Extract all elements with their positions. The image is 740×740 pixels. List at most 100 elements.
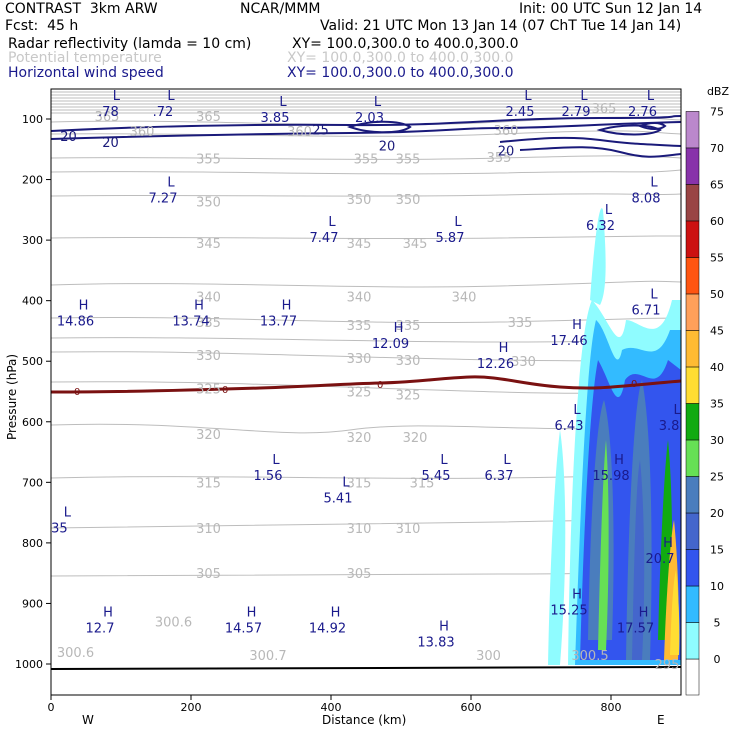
y-axis-title: Pressure (hPa) — [5, 354, 19, 440]
theta-label: 300.6 — [57, 646, 94, 661]
colorbar-swatch — [685, 293, 700, 331]
extremum-kind: L — [440, 453, 448, 468]
wind-label: 20 — [60, 130, 77, 145]
plot-frame — [50, 88, 682, 696]
colorbar-label: 25 — [710, 470, 724, 483]
theta-label: 360 — [130, 125, 155, 140]
colorbar-swatch — [685, 549, 700, 587]
theta-label: 305 — [347, 567, 372, 582]
extremum-kind: L — [580, 89, 588, 104]
colorbar-label: 30 — [710, 434, 724, 447]
wind-labels: 20 20 25 20 20 — [60, 123, 514, 159]
extremum-value: 3.85 — [261, 111, 290, 126]
x-tick-label: 400 — [321, 701, 342, 714]
colorbar-label: 40 — [710, 361, 724, 374]
extremum-value: 12.26 — [477, 357, 514, 372]
colorbar-label: 70 — [710, 142, 724, 155]
theta-label: 345 — [347, 237, 372, 252]
extremum-value: 6.71 — [632, 304, 661, 319]
y-tick-label: 300 — [22, 234, 43, 247]
theta-label: 365 — [196, 110, 221, 125]
theta-label: 300.6 — [155, 616, 192, 631]
field-1-name: Radar reflectivity (lamda = 10 cm) — [8, 36, 252, 52]
colorbar-swatch — [685, 476, 700, 514]
colorbar-swatch — [685, 220, 700, 258]
extremum-kind: L — [524, 89, 532, 104]
freezing-level-line — [51, 375, 681, 394]
theta-label: 305 — [196, 567, 221, 582]
extremum-value: .72 — [153, 105, 174, 120]
theta-label: 325 — [347, 386, 372, 401]
freezing-label-2: 0 — [222, 385, 228, 396]
theta-label: 340 — [347, 290, 372, 305]
theta-label: 345 — [196, 237, 221, 252]
extremum-value: 2.76 — [628, 105, 657, 120]
extremum-kind: L — [374, 95, 382, 110]
colorbar-swatch — [685, 147, 700, 185]
extremum-kind: L — [647, 89, 655, 104]
colorbar-label: 65 — [710, 178, 724, 191]
theta-label: 340 — [196, 290, 221, 305]
extremum-value: 12.7 — [86, 622, 115, 637]
colorbar-label: 75 — [710, 105, 724, 118]
extremum-value: 14.92 — [309, 622, 346, 637]
x-axis-title: Distance (km) — [322, 713, 406, 727]
extremum-kind: L — [167, 89, 175, 104]
extremum-value: 20.7 — [646, 552, 675, 567]
extremum-kind: H — [282, 299, 292, 314]
theta-label: 350 — [396, 193, 421, 208]
extremum-kind: H — [394, 321, 404, 336]
extremum-value: 6.43 — [555, 419, 584, 434]
theta-label: 315 — [347, 476, 372, 491]
y-tick-label: 500 — [22, 355, 43, 368]
extremum-kind: L — [113, 89, 121, 104]
wind-isolines — [51, 115, 681, 158]
colorbar-label: 35 — [710, 397, 724, 410]
colorbar-label: 20 — [710, 507, 724, 520]
extremum-kind: L — [328, 215, 336, 230]
theta-label: 360 — [287, 125, 312, 140]
freezing-label-3: 0 — [377, 380, 383, 391]
y-tick-label: 800 — [22, 537, 43, 550]
extremum-value: 2.45 — [506, 105, 535, 120]
theta-label: 310 — [347, 522, 372, 537]
extremum-kind: L — [503, 453, 511, 468]
extremum-kind: H — [499, 341, 509, 356]
wind-label: 25 — [312, 123, 329, 138]
west-label: W — [82, 713, 94, 727]
extremum-value: 17.46 — [550, 334, 587, 349]
extremum-kind: H — [439, 620, 449, 635]
extremum-value: 5.87 — [436, 231, 465, 246]
colorbar-label: 45 — [710, 324, 724, 337]
theta-label: 350 — [347, 193, 372, 208]
y-axis: 100 200 300 400 500 600 700 800 900 1000 — [15, 113, 51, 671]
theta-label: 350 — [196, 195, 221, 210]
colorbar-swatch — [685, 184, 700, 222]
extremum-value: 15.25 — [550, 603, 587, 618]
field-1-xy: XY= 100.0,300.0 to 400.0,300.0 — [292, 36, 519, 52]
extremum-kind: L — [650, 288, 658, 303]
theta-label: 300 — [476, 649, 501, 664]
y-tick-label: 100 — [22, 113, 43, 126]
extremum-kind: L — [64, 506, 72, 521]
colorbar-swatch — [685, 257, 700, 295]
field-3-name: Horizontal wind speed — [8, 65, 164, 81]
extremum-value: 2.79 — [562, 105, 591, 120]
y-tick-label: 200 — [22, 174, 43, 187]
theta-label: 355 — [487, 151, 512, 166]
theta-label: 365 — [592, 102, 617, 117]
extremum-kind: H — [79, 299, 89, 314]
theta-label: 355 — [396, 152, 421, 167]
wind-extrema: L.78L.72L3.85L2.03L2.45L2.79L2.76L7.27L8… — [51, 89, 681, 650]
colorbar-swatch — [685, 330, 700, 368]
extremum-kind: L — [342, 475, 350, 490]
extremum-value: 15.98 — [592, 469, 629, 484]
x-tick-label: 800 — [601, 701, 622, 714]
upper-theta-band — [51, 91, 681, 114]
extremum-kind: L — [279, 95, 287, 110]
colorbar-swatch — [685, 658, 700, 696]
ground-line — [51, 666, 681, 670]
extremum-kind: H — [247, 606, 257, 621]
colorbar-swatch — [685, 366, 700, 404]
